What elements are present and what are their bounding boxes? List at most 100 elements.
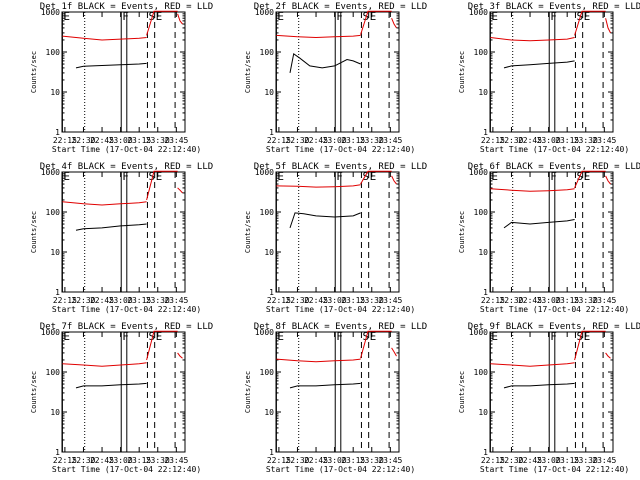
y-tick-label: 10 <box>50 248 60 257</box>
y-tick-label: 10 <box>264 88 274 97</box>
chart-title: Det 7f BLACK = Events, RED = LLD <box>40 322 213 332</box>
series-lld-line <box>391 175 397 185</box>
interval-marker-label: S <box>148 330 155 343</box>
interval-marker-label: E <box>277 330 284 343</box>
series-lld-line <box>605 18 611 34</box>
y-axis-label: Counts/sec <box>458 211 466 253</box>
x-tick-label: 23:45 <box>592 296 616 305</box>
y-tick-label: 10 <box>478 408 488 417</box>
x-tick-label: 23:45 <box>592 136 616 145</box>
x-tick-label: 23:15 <box>127 456 151 465</box>
x-tick-label: 23:15 <box>341 136 365 145</box>
y-tick-label: 1000 <box>41 328 60 337</box>
plot-frame <box>61 11 186 133</box>
x-tick-label: 23:30 <box>574 296 598 305</box>
y-axis-label: Counts/sec <box>244 371 252 413</box>
x-tick-label: 23:30 <box>574 136 598 145</box>
series-events-line <box>289 212 361 229</box>
x-tick-label: 22:15 <box>267 296 291 305</box>
x-tick-label: 22:30 <box>71 456 95 465</box>
x-tick-label: 23:45 <box>378 136 402 145</box>
y-tick-label: 100 <box>260 368 275 377</box>
x-tick-label: 23:45 <box>164 296 188 305</box>
chart-panel-9: Det 9f BLACK = Events, RED = LLD 1 10 100 10… <box>458 322 640 474</box>
interval-marker-label: E <box>584 330 591 343</box>
series-events-line <box>75 62 147 69</box>
x-tick-label: 23:45 <box>164 456 188 465</box>
x-tick-label: 23:15 <box>341 296 365 305</box>
x-tick-label: 23:15 <box>341 456 365 465</box>
chart-panel-5: Det 5f BLACK = Events, RED = LLD 1 10 100 10… <box>244 162 427 314</box>
y-tick-label: 10 <box>264 248 274 257</box>
y-tick-label: 1 <box>269 128 274 137</box>
series-lld-line <box>605 352 611 359</box>
x-tick-label: 23:00 <box>537 456 561 465</box>
interval-marker-label: E <box>370 10 377 23</box>
x-tick-label: 23:15 <box>555 136 579 145</box>
x-tick-label: 23:30 <box>146 136 170 145</box>
y-tick-label: 1 <box>269 288 274 297</box>
series-lld-line <box>177 352 183 359</box>
plot-frame <box>61 171 186 293</box>
y-tick-label: 1000 <box>469 168 488 177</box>
y-tick-label: 1000 <box>469 8 488 17</box>
y-tick-label: 100 <box>260 48 275 57</box>
chart-title: Det 9f BLACK = Events, RED = LLD <box>468 322 640 332</box>
y-axis-label: Counts/sec <box>244 51 252 93</box>
y-tick-label: 10 <box>478 248 488 257</box>
x-tick-label: 22:15 <box>481 296 505 305</box>
x-tick-label: 22:45 <box>518 456 542 465</box>
y-axis-label: Counts/sec <box>30 51 38 93</box>
x-tick-label: 23:00 <box>537 136 561 145</box>
series-lld-line <box>574 170 606 189</box>
plot-frame <box>275 331 400 453</box>
interval-marker-label: F <box>336 170 343 183</box>
x-axis-label: Start Time (17-Oct-04 22:12:40) <box>480 305 629 314</box>
plot-frame <box>275 11 400 133</box>
y-tick-label: 1000 <box>255 168 274 177</box>
x-tick-label: 22:45 <box>90 136 114 145</box>
interval-marker-label: E <box>491 170 498 183</box>
x-tick-label: 22:15 <box>267 136 291 145</box>
series-lld-line <box>146 170 178 201</box>
x-tick-label: 23:15 <box>127 136 151 145</box>
chart-panel-6: Det 6f BLACK = Events, RED = LLD 1 10 100 10… <box>458 162 640 314</box>
y-tick-label: 1 <box>55 288 60 297</box>
interval-marker-label: E <box>370 170 377 183</box>
interval-marker-label: F <box>336 330 343 343</box>
series-lld-line <box>62 35 147 41</box>
x-tick-label: 23:15 <box>555 456 579 465</box>
x-tick-label: 22:45 <box>90 296 114 305</box>
interval-marker-label: E <box>63 10 70 23</box>
y-tick-label: 1 <box>55 128 60 137</box>
x-tick-label: 22:45 <box>304 296 328 305</box>
y-tick-label: 1 <box>483 288 488 297</box>
chart-panel-7: Det 7f BLACK = Events, RED = LLD 1 10 100 10… <box>30 322 213 474</box>
y-tick-label: 1000 <box>41 8 60 17</box>
interval-marker-label: E <box>491 330 498 343</box>
series-lld-line <box>177 13 183 25</box>
chart-title: Det 6f BLACK = Events, RED = LLD <box>468 162 640 172</box>
chart-title: Det 3f BLACK = Events, RED = LLD <box>468 2 640 12</box>
y-tick-label: 100 <box>260 208 275 217</box>
x-tick-label: 22:30 <box>285 456 309 465</box>
series-lld-line <box>360 330 392 359</box>
x-tick-label: 22:45 <box>304 136 328 145</box>
series-events-line <box>503 60 575 69</box>
x-tick-label: 22:45 <box>90 456 114 465</box>
chart-panel-4: Det 4f BLACK = Events, RED = LLD 1 10 100 10… <box>30 162 213 314</box>
series-lld-line <box>360 170 392 185</box>
interval-marker-label: E <box>156 10 163 23</box>
y-tick-label: 1 <box>483 448 488 457</box>
series-lld-line <box>276 358 361 363</box>
x-axis-label: Start Time (17-Oct-04 22:12:40) <box>480 145 629 154</box>
interval-marker-label: F <box>122 10 129 23</box>
x-tick-label: 22:15 <box>481 456 505 465</box>
series-events-line <box>289 52 361 73</box>
chart-panel-2: Det 2f BLACK = Events, RED = LLD 1 10 100 10… <box>244 2 427 154</box>
series-lld-line <box>62 201 147 206</box>
series-events-line <box>503 219 575 229</box>
y-tick-label: 100 <box>474 48 489 57</box>
x-tick-label: 23:00 <box>109 136 133 145</box>
x-tick-label: 23:30 <box>146 296 170 305</box>
